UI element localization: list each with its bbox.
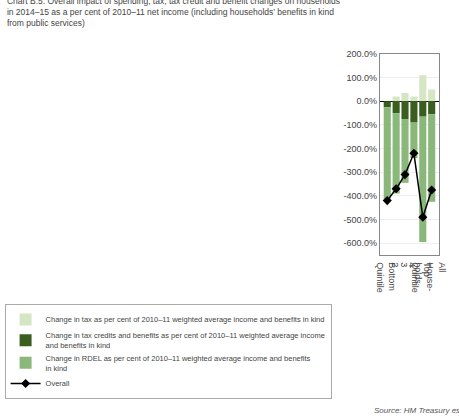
svg-text:-500.0%: -500.0% [344,215,378,225]
svg-text:Overall: Overall [46,379,70,388]
svg-text:-600.0%: -600.0% [344,238,378,248]
svg-text:BottomQuintile: BottomQuintile [375,262,397,293]
svg-text:0.0%: 0.0% [357,96,378,106]
svg-text:200.0%: 200.0% [347,49,378,59]
svg-text:Source: HM Treasury estimates: Source: HM Treasury estimates based on a… [374,406,459,415]
svg-text:100.0%: 100.0% [347,73,378,83]
svg-text:Change in tax credits and bene: Change in tax credits and benefits as pe… [46,331,325,350]
svg-text:3: 3 [399,262,409,267]
svg-text:2: 2 [390,262,400,267]
svg-text:-300.0%: -300.0% [344,167,378,177]
svg-text:Change in RDEL as per cent of: Change in RDEL as per cent of 2010–11 we… [46,354,311,373]
svg-text:TopQuintile: TopQuintile [410,262,432,293]
svg-text:Chart B.5: Overall impact of s: Chart B.5: Overall impact of spending, t… [7,0,340,28]
svg-text:-200.0%: -200.0% [344,144,378,154]
svg-text:4: 4 [407,262,417,267]
svg-text:-400.0%: -400.0% [344,191,378,201]
svg-text:AllHouse-holds: AllHouse-holds [413,262,446,291]
svg-text:Change in tax as per cent of 2: Change in tax as per cent of 2010–11 wei… [46,315,325,324]
svg-text:-100.0%: -100.0% [344,120,378,130]
